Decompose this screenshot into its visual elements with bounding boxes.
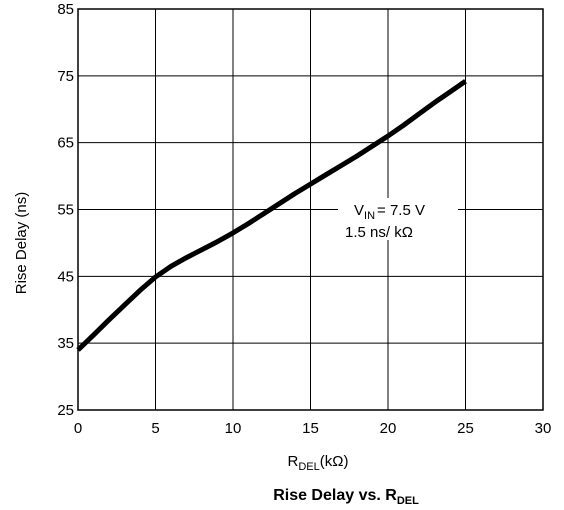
y-tick-label: 55 (57, 202, 74, 219)
y-tick-label: 65 (57, 135, 74, 152)
x-tick-label: 15 (302, 420, 319, 437)
y-tick-label: 85 (57, 1, 74, 18)
x-tick-label: 10 (225, 420, 242, 437)
plot-frame (77, 8, 544, 411)
y-tick-label: 75 (57, 68, 74, 85)
plot-area (76, 79, 467, 352)
y-tick-label: 25 (57, 402, 74, 419)
chart-title: Rise Delay vs. RDEL (273, 487, 419, 507)
y-tick-label: 45 (57, 268, 74, 285)
grid (77, 8, 544, 411)
x-tick-label: 20 (380, 420, 397, 437)
x-tick-label: 5 (151, 420, 159, 437)
x-tick-label: 30 (535, 420, 552, 437)
annotation-box (338, 198, 458, 240)
annotation-line-2: 1.5 ns/ kΩ (345, 224, 413, 241)
y-axis-label: Rise Delay (ns) (13, 192, 30, 295)
annotation-line-1: VIN = 7.5 V (354, 202, 425, 222)
x-axis-label: RDEL(kΩ) (288, 453, 349, 473)
tick-labels: 0 5 10 15 20 25 30 25 35 45 55 65 75 85 (57, 1, 551, 437)
series-line (76, 79, 467, 352)
x-tick-label: 25 (457, 420, 474, 437)
y-tick-label: 35 (57, 335, 74, 352)
x-tick-label: 0 (74, 420, 82, 437)
